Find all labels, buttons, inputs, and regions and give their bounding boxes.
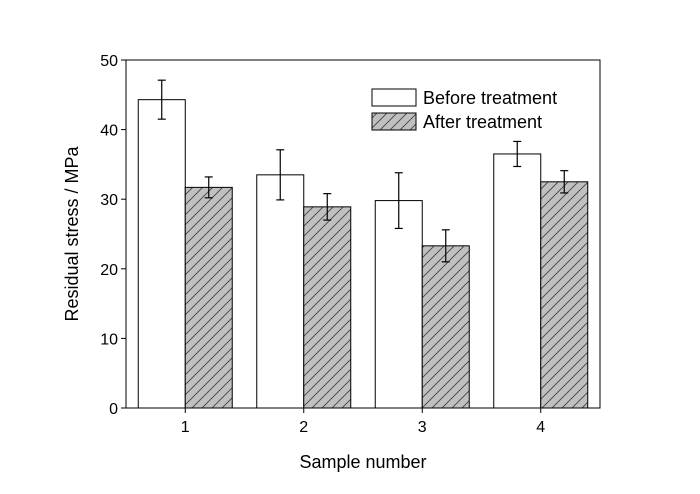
error-bar-sample-3-series-2 [441,229,450,263]
y-tick-label: 50 [100,53,118,70]
x-tick-label: 3 [418,419,427,436]
legend: Before treatment After treatment [371,88,557,132]
error-bar-sample-1-series-1 [157,79,166,120]
x-tick-label: 4 [536,419,545,436]
bars-group [137,99,589,409]
y-tick-label: 10 [100,331,118,348]
error-bar-sample-3-series-1 [394,172,403,230]
y-tick-label: 0 [109,401,118,418]
bar-sample-1-series-2 [184,186,233,409]
error-bars-group [157,79,569,263]
x-axis-label: Sample number [299,452,426,472]
legend-label-series-2: After treatment [423,112,542,132]
bar-sample-1-series-1 [137,99,186,409]
y-tick-label: 30 [100,192,118,209]
error-bar-sample-2-series-1 [276,149,285,201]
y-tick-label: 40 [100,123,118,140]
bar-sample-3-series-2 [421,245,470,409]
error-bar-sample-4-series-2 [560,170,569,194]
error-bar-sample-4-series-1 [513,140,522,168]
x-tick-label: 2 [299,419,308,436]
bar-sample-2-series-2 [303,206,352,409]
y-axis: 0 10 20 30 40 50 [100,53,126,418]
y-axis-label: Residual stress / MPa [62,145,82,321]
bar-sample-2-series-1 [256,174,305,409]
legend-swatch-series-2 [371,112,417,131]
legend-swatch-series-1 [371,88,417,107]
bar-sample-3-series-1 [374,200,423,409]
bar-sample-4-series-1 [493,153,542,409]
error-bar-sample-2-series-2 [323,193,332,221]
x-axis: 1 2 3 4 [181,408,545,436]
y-tick-label: 20 [100,262,118,279]
x-tick-label: 1 [181,419,190,436]
legend-label-series-1: Before treatment [423,88,557,108]
plot-area-frame [125,59,601,409]
bar-sample-4-series-2 [540,181,589,409]
error-bar-sample-1-series-2 [204,176,213,199]
